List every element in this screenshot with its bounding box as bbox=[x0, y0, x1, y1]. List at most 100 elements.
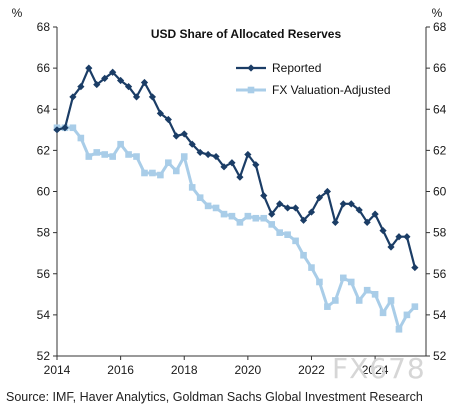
left-y-ticks: 52 54 56 58 60 62 64 66 68 bbox=[37, 20, 57, 363]
legend: Reported FX Valuation-Adjusted bbox=[236, 61, 391, 97]
data-point-reported bbox=[61, 124, 69, 132]
data-point-fx-adjusted bbox=[149, 169, 156, 177]
data-point-reported bbox=[204, 150, 212, 159]
watermark: FX678 bbox=[332, 352, 426, 385]
data-point-reported bbox=[77, 83, 85, 91]
data-point-reported bbox=[244, 150, 252, 159]
data-point-reported bbox=[268, 210, 276, 218]
data-point-reported bbox=[228, 159, 236, 167]
data-point-fx-adjusted bbox=[316, 278, 323, 286]
data-point-reported bbox=[379, 226, 387, 235]
left-y-tick-label: 54 bbox=[37, 308, 51, 322]
data-point-fx-adjusted bbox=[324, 303, 331, 310]
x-tick-label: 2022 bbox=[298, 363, 325, 377]
data-point-fx-adjusted bbox=[292, 237, 299, 245]
series-reported bbox=[53, 64, 419, 272]
data-point-fx-adjusted bbox=[172, 167, 180, 175]
data-point-reported bbox=[164, 115, 172, 124]
data-point-fx-adjusted bbox=[204, 202, 212, 210]
data-point-fx-adjusted bbox=[347, 278, 355, 286]
data-point-reported bbox=[109, 68, 117, 76]
legend-label-reported: Reported bbox=[272, 61, 321, 75]
data-point-fx-adjusted bbox=[379, 309, 387, 317]
series-line-reported bbox=[56, 66, 416, 268]
data-point-fx-adjusted bbox=[411, 303, 419, 310]
data-point-reported bbox=[132, 93, 141, 101]
left-y-tick-label: 60 bbox=[37, 185, 51, 199]
data-point-reported bbox=[307, 208, 316, 216]
data-point-fx-adjusted bbox=[276, 229, 283, 236]
data-point-fx-adjusted bbox=[332, 297, 339, 304]
left-y-tick-label: 66 bbox=[37, 61, 51, 75]
data-point-reported bbox=[236, 173, 244, 181]
series-line-fx-adjusted bbox=[57, 126, 416, 331]
data-point-reported bbox=[347, 200, 355, 208]
series-fx-adjusted bbox=[53, 124, 419, 333]
right-y-tick-label: 56 bbox=[433, 267, 447, 281]
data-point-fx-adjusted bbox=[69, 124, 77, 132]
legend-label-fx-adjusted: FX Valuation-Adjusted bbox=[272, 83, 391, 97]
data-point-fx-adjusted bbox=[228, 212, 236, 220]
data-point-reported bbox=[331, 218, 339, 226]
data-point-fx-adjusted bbox=[157, 171, 164, 179]
data-point-fx-adjusted bbox=[125, 151, 132, 158]
data-point-fx-adjusted bbox=[180, 153, 188, 160]
data-point-fx-adjusted bbox=[244, 212, 252, 220]
right-y-tick-label: 52 bbox=[433, 349, 447, 363]
series-layer bbox=[53, 64, 419, 333]
left-y-tick-label: 56 bbox=[37, 267, 51, 281]
legend-entry-reported: Reported bbox=[236, 61, 321, 75]
right-y-tick-label: 54 bbox=[433, 308, 447, 322]
data-point-reported bbox=[188, 140, 196, 148]
x-tick-label: 2024 bbox=[362, 363, 389, 377]
source-note: Source: IMF, Haver Analytics, Goldman Sa… bbox=[6, 390, 423, 404]
data-point-fx-adjusted bbox=[133, 153, 140, 160]
data-point-reported bbox=[220, 163, 228, 171]
data-point-reported bbox=[355, 206, 363, 214]
right-y-tick-label: 58 bbox=[433, 226, 447, 240]
data-point-reported bbox=[363, 218, 371, 226]
data-point-fx-adjusted bbox=[355, 297, 363, 304]
x-tick-label: 2016 bbox=[107, 363, 134, 377]
left-y-tick-label: 58 bbox=[37, 226, 51, 240]
data-point-reported bbox=[93, 80, 101, 89]
data-point-reported bbox=[85, 64, 93, 72]
data-point-fx-adjusted bbox=[85, 153, 93, 160]
data-point-reported bbox=[395, 233, 403, 241]
data-point-reported bbox=[291, 204, 300, 212]
right-y-tick-label: 60 bbox=[433, 185, 447, 199]
data-point-reported bbox=[140, 78, 149, 87]
x-tick-label: 2018 bbox=[171, 363, 198, 377]
data-point-fx-adjusted bbox=[236, 219, 244, 226]
legend-marker-reported bbox=[247, 64, 255, 72]
data-point-reported bbox=[403, 233, 411, 241]
data-point-fx-adjusted bbox=[300, 251, 307, 259]
data-point-fx-adjusted bbox=[109, 153, 116, 160]
x-tick-label: 2020 bbox=[235, 363, 262, 377]
data-point-reported bbox=[148, 93, 157, 101]
data-point-reported bbox=[339, 200, 347, 208]
data-point-fx-adjusted bbox=[220, 210, 228, 218]
data-point-fx-adjusted bbox=[141, 169, 148, 177]
data-point-fx-adjusted bbox=[165, 159, 172, 167]
data-point-reported bbox=[212, 152, 220, 161]
left-y-tick-label: 64 bbox=[37, 102, 51, 116]
chart-title: USD Share of Allocated Reserves bbox=[151, 27, 342, 41]
data-point-fx-adjusted bbox=[339, 274, 347, 282]
data-point-reported bbox=[276, 200, 284, 208]
data-point-fx-adjusted bbox=[93, 149, 101, 156]
data-point-fx-adjusted bbox=[188, 184, 196, 191]
data-point-reported bbox=[411, 263, 419, 272]
data-point-fx-adjusted bbox=[403, 311, 411, 319]
data-point-reported bbox=[252, 161, 260, 169]
right-y-tick-label: 64 bbox=[433, 102, 447, 116]
data-point-fx-adjusted bbox=[260, 214, 268, 222]
data-point-fx-adjusted bbox=[363, 286, 371, 294]
right-y-tick-label: 62 bbox=[433, 143, 447, 157]
data-point-fx-adjusted bbox=[308, 264, 315, 271]
data-point-fx-adjusted bbox=[387, 297, 395, 304]
data-point-reported bbox=[124, 83, 133, 91]
right-y-tick-label: 66 bbox=[433, 61, 447, 75]
data-point-reported bbox=[284, 204, 292, 212]
